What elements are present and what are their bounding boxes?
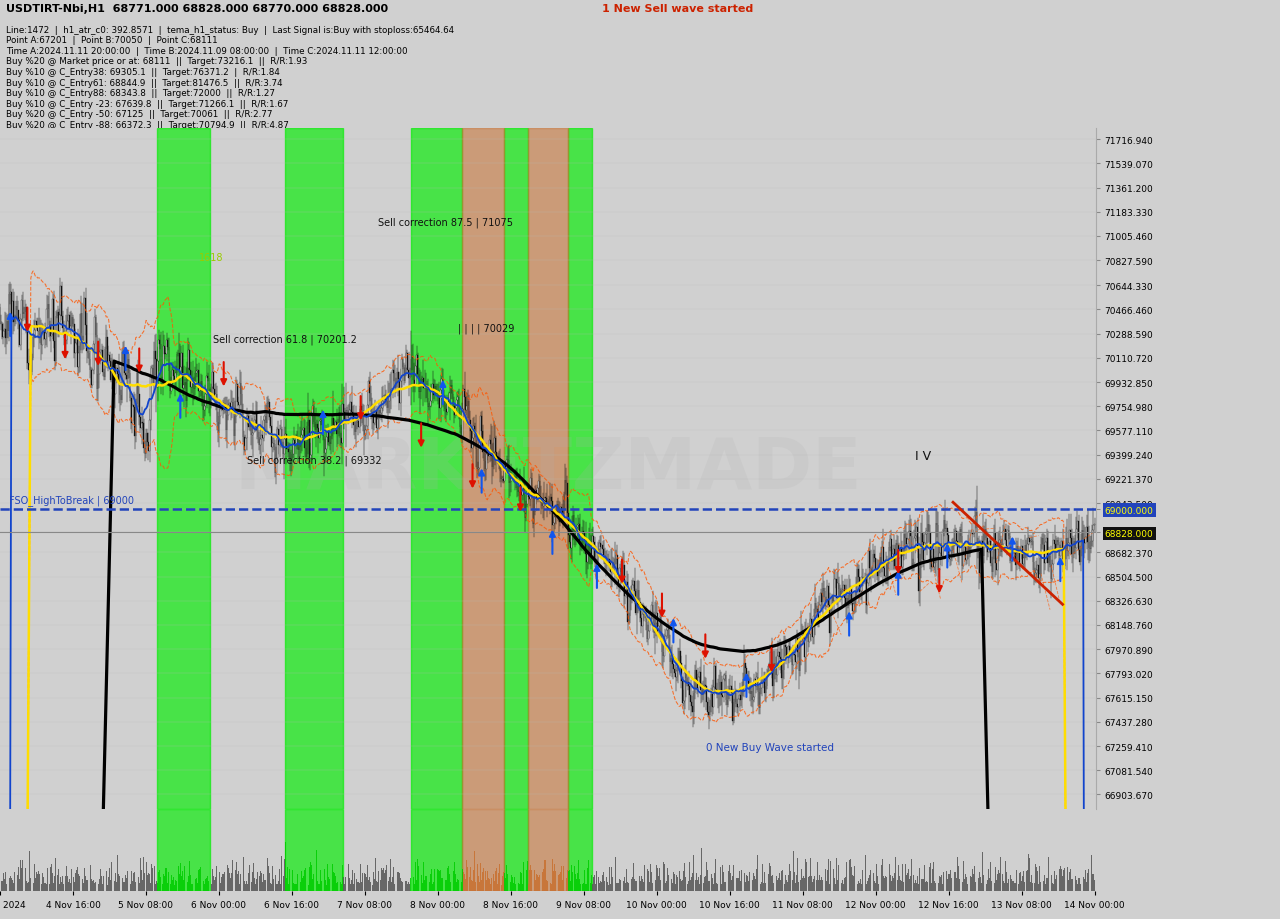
Text: Buy %20 @ C_Entry -50: 67125  ||  Target:70061  ||  R/R:2.77: Buy %20 @ C_Entry -50: 67125 || Target:7… [6,110,273,119]
Bar [529,809,567,891]
Bar [462,129,504,809]
Bar [156,129,210,809]
Text: Point A:67201  |  Point B:70050  |  Point C:68111: Point A:67201 | Point B:70050 | Point C:… [6,36,218,45]
Text: Buy %10 @ C_Entry38: 69305.1  ||  Target:76371.2  |  R/R:1.84: Buy %10 @ C_Entry38: 69305.1 || Target:7… [6,68,280,77]
Text: Sell correction 87.5 | 71075: Sell correction 87.5 | 71075 [378,217,513,228]
Bar [285,129,343,809]
Bar [504,809,529,891]
Text: Target100: 70061  |  Target 161: 71266.1  |  Target 261: 73216.1  |  Target 423:: Target100: 70061 | Target 161: 71266.1 |… [6,131,636,141]
Bar [567,809,591,891]
Bar [567,129,591,809]
Bar [462,809,504,891]
Text: 0 New Buy Wave started: 0 New Buy Wave started [707,743,835,753]
Bar [411,129,462,809]
Bar [285,809,343,891]
Text: Line:1472  |  h1_atr_c0: 392.8571  |  tema_h1_status: Buy  |  Last Signal is:Buy: Line:1472 | h1_atr_c0: 392.8571 | tema_h… [6,26,454,35]
Text: Buy %10 @ C_Entry -23: 67639.8  ||  Target:71266.1  ||  R/R:1.67: Buy %10 @ C_Entry -23: 67639.8 || Target… [6,99,289,108]
Text: 1618: 1618 [198,253,223,263]
Bar [156,809,210,891]
Text: 1 New Sell wave started: 1 New Sell wave started [602,4,753,14]
Text: Time A:2024.11.11 20:00:00  |  Time B:2024.11.09 08:00:00  |  Time C:2024.11.11 : Time A:2024.11.11 20:00:00 | Time B:2024… [6,47,408,56]
Bar [504,129,529,809]
Text: Sell correction 61.8 | 70201.2: Sell correction 61.8 | 70201.2 [214,335,357,345]
Text: MARKETZMADE: MARKETZMADE [234,434,861,503]
Text: Buy %10 @ C_Entry61: 68844.9  ||  Target:81476.5  ||  R/R:3.74: Buy %10 @ C_Entry61: 68844.9 || Target:8… [6,78,283,87]
Text: Buy %20 @ Market price or at: 68111  ||  Target:73216.1  ||  R/R:1.93: Buy %20 @ Market price or at: 68111 || T… [6,57,307,66]
Text: Sell correction 38.2 | 69332: Sell correction 38.2 | 69332 [247,455,381,465]
Text: FSO_HighToBreak | 69000: FSO_HighToBreak | 69000 [9,494,134,505]
Text: Buy %20 @ C_Entry -88: 66372.3  ||  Target:70794.9  ||  R/R:4.87: Buy %20 @ C_Entry -88: 66372.3 || Target… [6,120,289,130]
Bar [529,129,567,809]
Text: Buy %10 @ C_Entry88: 68343.8  ||  Target:72000  ||  R/R:1.27: Buy %10 @ C_Entry88: 68343.8 || Target:7… [6,89,275,98]
Bar [411,809,462,891]
Text: USDTIRT-Nbi,H1  68771.000 68828.000 68770.000 68828.000: USDTIRT-Nbi,H1 68771.000 68828.000 68770… [6,4,389,14]
Text: I V: I V [915,449,932,462]
Text: | | | | 70029: | | | | 70029 [458,323,515,334]
